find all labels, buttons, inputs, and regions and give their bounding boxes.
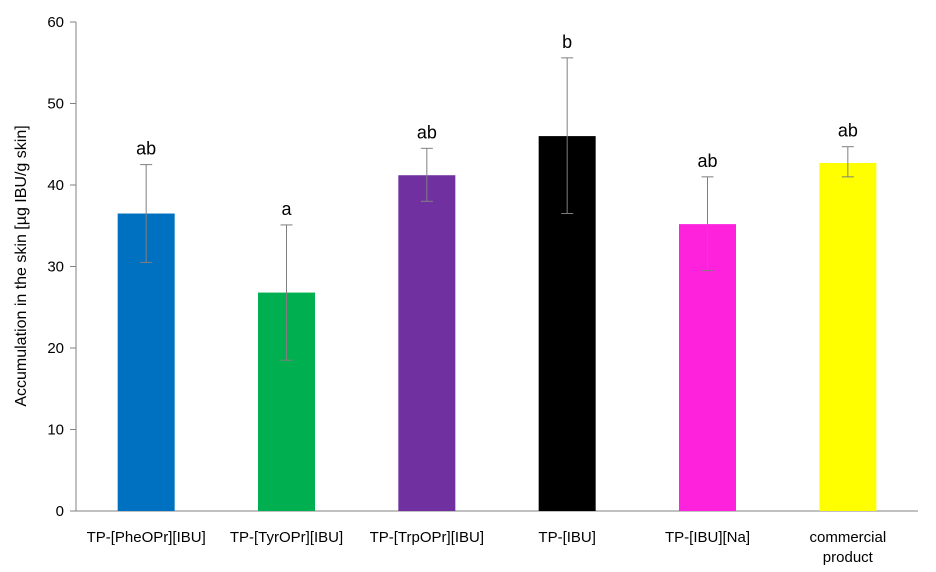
significance-label: ab (697, 151, 717, 171)
x-axis: TP-[PheOPr][IBU] TP-[TyrOPr][IBU] TP-[TrpO… (76, 510, 918, 566)
significance-label: ab (838, 121, 858, 141)
y-tick-label: 30 (47, 259, 64, 276)
x-tick-label: TP-[TyrOPr][IBU] (230, 529, 343, 546)
y-tick-label: 0 (56, 503, 64, 520)
x-tick-label: product (823, 549, 874, 566)
bar (398, 175, 456, 511)
bar (679, 224, 736, 511)
error-bars (140, 57, 854, 361)
y-tick-label: 40 (47, 177, 64, 194)
bars (117, 136, 877, 511)
significance-label: ab (417, 122, 437, 142)
significance-label: ab (136, 139, 156, 159)
bar (117, 213, 175, 511)
y-tick-label: 60 (47, 14, 64, 31)
x-tick-label: TP-[IBU] (538, 529, 596, 546)
significance-label: a (281, 199, 292, 219)
x-tick-label: TP-[PheOPr][IBU] (87, 529, 206, 546)
significance-label: b (562, 32, 572, 52)
bar (819, 162, 877, 511)
y-tick-label: 10 (47, 422, 64, 439)
y-axis: 0 10 20 30 40 50 60 (47, 14, 77, 520)
x-tick-label: commercial (809, 529, 886, 546)
significance-labels: ab a ab b ab ab (136, 32, 858, 219)
x-tick-label: TP-[IBU][Na] (665, 529, 750, 546)
y-tick-label: 50 (47, 96, 64, 113)
y-tick-label: 20 (47, 340, 64, 357)
x-tick-label: TP-[TrpOPr][IBU] (370, 529, 484, 546)
y-axis-title: Accumulation in the skin [µg IBU/g skin] (13, 125, 30, 406)
